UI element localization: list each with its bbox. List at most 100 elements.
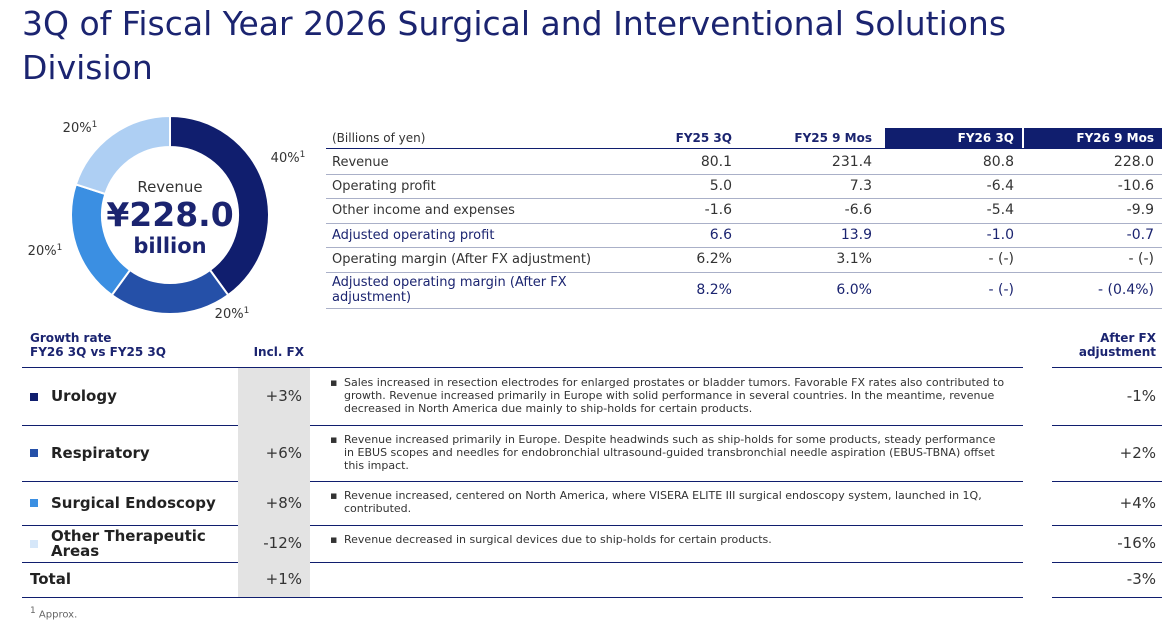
- segment-value: 20%: [28, 244, 57, 259]
- footnote-text: Approx.: [38, 609, 78, 620]
- segment-label: 20%1: [215, 306, 250, 322]
- segment-name: Total: [30, 570, 71, 588]
- segment-name: Other Therapeutic Areas: [51, 526, 206, 560]
- legend-square: [30, 392, 38, 401]
- segment-value: 40%: [271, 151, 300, 166]
- comment: Sales increased in resection electrodes …: [328, 376, 1008, 415]
- incl-fx: +3%: [238, 368, 310, 425]
- after-fx: -3%: [1126, 570, 1156, 588]
- row-label: Operating profit: [332, 178, 436, 194]
- cell-value: 6.6: [709, 226, 732, 243]
- cell-value: -1.0: [986, 226, 1014, 243]
- cell-value: 5.0: [709, 177, 732, 194]
- cell-value: -6.6: [844, 202, 872, 218]
- row-line: [1052, 597, 1162, 598]
- center-label: Revenue: [137, 178, 202, 196]
- row-line: [326, 223, 1162, 224]
- header-line: [22, 367, 1023, 368]
- incl-fx: +8%: [238, 481, 310, 525]
- legend-square: [30, 499, 38, 507]
- donut-segment: [169, 114, 270, 297]
- cell-value: -9.9: [1126, 202, 1154, 218]
- row-line: [22, 562, 1023, 563]
- cell-value: - (-): [1128, 251, 1154, 267]
- footnote: 1 Approx.: [30, 606, 77, 620]
- cell-value: 231.4: [831, 153, 872, 170]
- cell-value: -5.4: [986, 202, 1014, 218]
- column-header: FY26 9 Mos: [1024, 128, 1162, 148]
- segment-label: 40%1: [271, 150, 306, 166]
- row-label: Adjusted operating margin (After FX adju…: [332, 275, 567, 305]
- center-unit: billion: [133, 234, 206, 258]
- column-header: FY25 3Q: [675, 130, 732, 145]
- segment-name: Surgical Endoscopy: [51, 493, 216, 512]
- legend-square: [30, 449, 38, 457]
- row-line: [1052, 481, 1162, 482]
- row-line: [326, 174, 1162, 175]
- cell-value: 8.2%: [696, 281, 732, 298]
- row-line: [22, 481, 1023, 482]
- cell-value: 228.0: [1113, 153, 1154, 170]
- row-label: Revenue: [332, 154, 389, 170]
- comment: Revenue increased primarily in Europe. D…: [328, 433, 1008, 472]
- cell-value: 7.3: [849, 177, 872, 194]
- after-fx: +2%: [1119, 443, 1156, 462]
- footnote-mark: 1: [244, 306, 250, 316]
- row-label: Adjusted operating profit: [332, 227, 495, 243]
- cell-value: 3.1%: [836, 251, 872, 267]
- header-line: [326, 148, 1162, 149]
- cell-value: - (-): [988, 251, 1014, 267]
- legend-square: [30, 539, 38, 548]
- cell-value: -0.7: [1126, 226, 1154, 243]
- column-header: (Billions of yen): [332, 130, 426, 145]
- comment: Revenue increased, centered on North Ame…: [328, 489, 1008, 515]
- cell-value: 80.1: [700, 153, 732, 170]
- row-line: [1052, 562, 1162, 563]
- donut-segment: [110, 268, 230, 315]
- after-fx-header: After FX adjustment: [1078, 331, 1156, 359]
- cell-value: - (0.4%): [1098, 281, 1154, 298]
- incl-fx: +1%: [238, 562, 310, 597]
- cell-value: 80.8: [982, 153, 1014, 170]
- segment-value: 20%: [63, 121, 92, 136]
- incl-fx: +6%: [238, 425, 310, 481]
- row-line: [326, 198, 1162, 199]
- segment-label: 20%1: [63, 120, 98, 136]
- footnote-mark: 1: [57, 243, 63, 253]
- row-line: [326, 272, 1162, 273]
- row-line: [22, 425, 1023, 426]
- comment: Revenue decreased in surgical devices du…: [328, 533, 1008, 546]
- row-label: Other income and expenses: [332, 203, 515, 218]
- row-line: [22, 597, 1023, 598]
- after-fx: +4%: [1119, 493, 1156, 512]
- cell-value: -1.6: [704, 202, 732, 218]
- growth-subtitle: FY26 3Q vs FY25 3Q: [30, 344, 166, 359]
- after-fx: -16%: [1117, 534, 1156, 552]
- footnote-mark: 1: [300, 150, 306, 160]
- cell-value: -6.4: [986, 177, 1014, 194]
- incl-fx-header: Incl. FX: [253, 344, 304, 359]
- growth-title: Growth rate: [30, 330, 112, 345]
- row-label: Operating margin (After FX adjustment): [332, 252, 592, 267]
- donut-segment: [74, 114, 171, 196]
- row-line: [326, 247, 1162, 248]
- column-header: FY26 3Q: [885, 128, 1022, 148]
- footnote-mark: 1: [92, 120, 98, 130]
- header-line: [1052, 367, 1162, 368]
- cell-value: -10.6: [1117, 177, 1154, 194]
- segment-label: 20%1: [28, 243, 63, 259]
- row-line: [1052, 425, 1162, 426]
- incl-fx: -12%: [238, 525, 310, 562]
- page-title: 3Q of Fiscal Year 2026 Surgical and Inte…: [22, 4, 1007, 87]
- segment-value: 20%: [215, 307, 244, 322]
- cell-value: 6.0%: [836, 281, 872, 298]
- segment-name: Urology: [51, 387, 117, 405]
- row-line: [326, 308, 1162, 309]
- segment-name: Respiratory: [51, 443, 150, 462]
- cell-value: - (-): [988, 281, 1014, 298]
- row-line: [1052, 525, 1162, 526]
- row-line: [22, 525, 1023, 526]
- column-header: FY25 9 Mos: [794, 130, 872, 145]
